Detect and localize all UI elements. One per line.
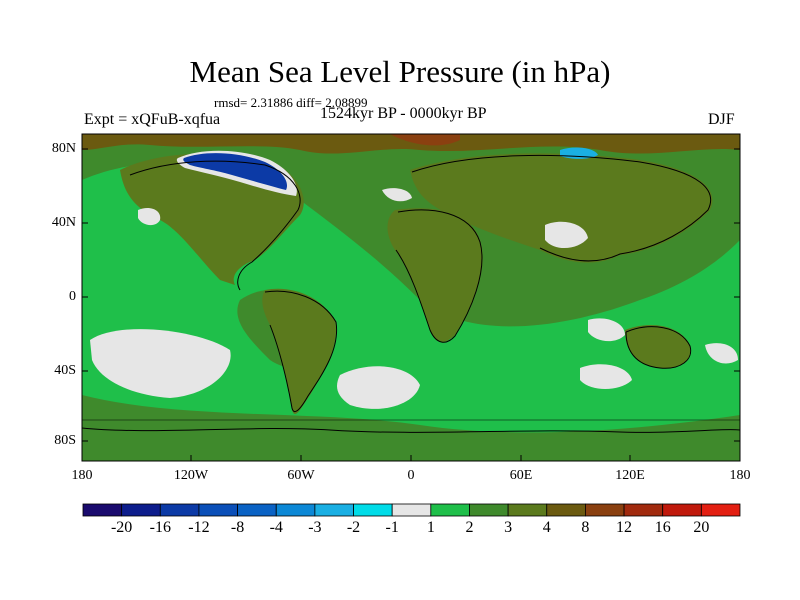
africa bbox=[387, 208, 483, 342]
neutral-patch-south-pacific bbox=[90, 329, 231, 398]
colorbar-box bbox=[700, 503, 741, 517]
south-america bbox=[262, 288, 336, 415]
colorbar-label: 12 bbox=[616, 519, 633, 536]
arctic-high bbox=[82, 134, 740, 154]
lon-label-180e: 180 bbox=[729, 468, 751, 483]
lat-label-80s: 80S bbox=[54, 433, 76, 448]
colorbar-label: -12 bbox=[188, 519, 210, 536]
colorbar-box bbox=[585, 503, 625, 517]
colorbar-box bbox=[314, 503, 354, 517]
colorbar-box bbox=[391, 503, 432, 517]
colorbar-box bbox=[469, 503, 509, 517]
colorbar-label: -2 bbox=[346, 519, 361, 536]
negative-low-core bbox=[183, 153, 288, 190]
colorbar-box bbox=[237, 503, 277, 517]
lon-label-120w: 120W bbox=[173, 468, 209, 483]
neutral-patch bbox=[138, 208, 161, 226]
lon-label-60w: 60W bbox=[287, 468, 315, 483]
eurasia bbox=[410, 153, 713, 263]
colorbar-box bbox=[623, 503, 664, 517]
lon-label-0: 0 bbox=[407, 468, 415, 483]
colorbar-box bbox=[275, 503, 316, 517]
colorbar-box bbox=[546, 503, 586, 517]
neutral-patch-indian bbox=[588, 318, 625, 342]
neutral-patch-south-atlantic bbox=[337, 366, 420, 409]
stats-label: rmsd= 2.31886 diff= 2.08899 bbox=[214, 95, 368, 110]
colorbar-label: -1 bbox=[385, 519, 399, 536]
colorbar-label: 8 bbox=[581, 519, 590, 536]
coastlines bbox=[82, 154, 740, 433]
colorbar-label: 2 bbox=[465, 519, 474, 536]
colorbar-box bbox=[198, 503, 238, 517]
lat-label-40n: 40N bbox=[51, 215, 76, 230]
lon-label-60e: 60E bbox=[509, 468, 533, 483]
neutral-patch-central-asia bbox=[545, 221, 588, 249]
chart-title: Mean Sea Level Pressure (in hPa) bbox=[189, 54, 611, 89]
season-label: DJF bbox=[708, 111, 735, 128]
colorbar-label: -3 bbox=[308, 519, 322, 536]
period-label: 1524kyr BP - 0000kyr BP bbox=[320, 105, 487, 122]
colorbar-box bbox=[507, 503, 548, 517]
southern-band bbox=[82, 395, 740, 461]
colorbar-box bbox=[121, 503, 161, 517]
lat-label-80n: 80N bbox=[51, 141, 76, 156]
arctic-peak bbox=[390, 134, 460, 146]
x-ticks bbox=[81, 455, 741, 461]
colorbar-label: -8 bbox=[230, 519, 245, 536]
colorbar-box bbox=[430, 503, 470, 517]
lat-label-40s: 40S bbox=[54, 363, 76, 378]
lat-label-0: 0 bbox=[69, 289, 76, 304]
colorbar-label: -16 bbox=[149, 519, 171, 536]
lon-label-120e: 120E bbox=[615, 468, 645, 483]
colorbar-label: 1 bbox=[426, 519, 435, 536]
colorbar-label: 16 bbox=[654, 519, 671, 536]
experiment-label: Expt = xQFuB-xqfua bbox=[84, 111, 221, 128]
colorbar-label: -4 bbox=[269, 519, 283, 536]
colorbar-label: -20 bbox=[110, 519, 133, 536]
colorbar-box bbox=[159, 503, 200, 517]
lon-label-180w: 180 bbox=[71, 468, 93, 483]
neutral-patch-europe bbox=[382, 188, 412, 202]
neutral-patch-east bbox=[705, 343, 738, 364]
colorbar-label: 4 bbox=[542, 519, 551, 536]
neutral-patch-indian-south bbox=[580, 364, 632, 389]
colorbar-box bbox=[353, 503, 393, 517]
australia bbox=[625, 325, 691, 369]
colorbar-box bbox=[662, 503, 702, 517]
colorbar-label: 20 bbox=[693, 519, 710, 536]
colorbar-box bbox=[82, 503, 123, 517]
colorbar-label: 3 bbox=[504, 519, 513, 536]
map-field bbox=[82, 134, 740, 461]
y-ticks bbox=[82, 148, 740, 442]
colorbar bbox=[82, 503, 741, 517]
